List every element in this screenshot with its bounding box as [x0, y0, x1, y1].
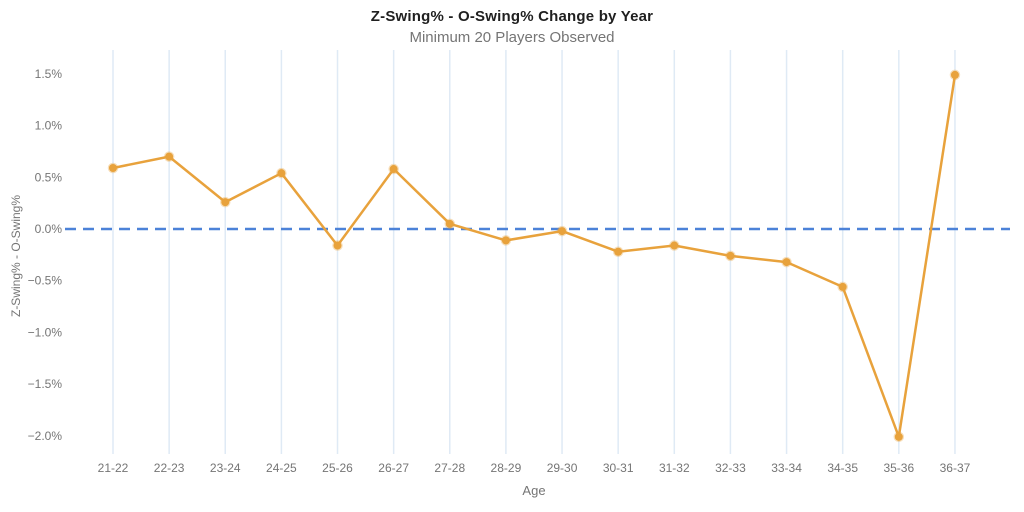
- y-tick-label: 0.0%: [35, 222, 63, 236]
- data-point: [276, 167, 287, 179]
- data-series-line: [111, 73, 957, 439]
- x-tick-label: 34-35: [827, 461, 858, 475]
- data-point: [725, 250, 736, 262]
- y-tick-label: 1.0%: [35, 119, 63, 133]
- x-tick-label: 30-31: [603, 461, 634, 475]
- x-tick-label: 32-33: [715, 461, 746, 475]
- data-point: [781, 256, 792, 268]
- data-point: [388, 163, 399, 175]
- x-tick-label: 28-29: [491, 461, 522, 475]
- data-point: [556, 225, 568, 237]
- x-tick-label: 33-34: [771, 461, 802, 475]
- data-point: [669, 240, 680, 251]
- y-tick-label: −2.0%: [28, 429, 63, 443]
- x-tick-label: 29-30: [547, 461, 578, 475]
- x-axis-title: Age: [522, 483, 546, 498]
- x-tick-label: 26-27: [378, 461, 409, 475]
- x-tick-label: 23-24: [210, 461, 241, 475]
- x-tick-label: 35-36: [883, 461, 914, 475]
- y-tick-label: −1.0%: [28, 325, 63, 339]
- chart-subtitle: Minimum 20 Players Observed: [409, 29, 615, 46]
- chart-title: Z-Swing% - O-Swing% Change by Year: [370, 8, 654, 25]
- data-point: [444, 218, 456, 230]
- data-point: [837, 281, 848, 293]
- x-tick-label: 25-26: [322, 461, 353, 475]
- data-point: [220, 196, 231, 208]
- x-tick-label: 31-32: [659, 461, 690, 475]
- x-tick-label: 36-37: [940, 461, 971, 475]
- y-tick-label: 1.5%: [35, 67, 63, 81]
- y-tick-label: −0.5%: [28, 274, 63, 288]
- data-point: [107, 162, 119, 174]
- y-tick-label: −1.5%: [28, 377, 63, 391]
- data-point: [612, 246, 624, 257]
- x-tick-label: 21-22: [98, 461, 129, 475]
- data-point: [163, 151, 175, 162]
- data-point: [500, 235, 512, 246]
- x-tick-label: 22-23: [154, 461, 185, 475]
- x-tick-label: 27-28: [434, 461, 465, 475]
- y-tick-label: 0.5%: [35, 170, 63, 184]
- data-point: [949, 69, 961, 81]
- data-point: [332, 240, 343, 251]
- x-tick-label: 24-25: [266, 461, 297, 475]
- data-point: [893, 431, 905, 443]
